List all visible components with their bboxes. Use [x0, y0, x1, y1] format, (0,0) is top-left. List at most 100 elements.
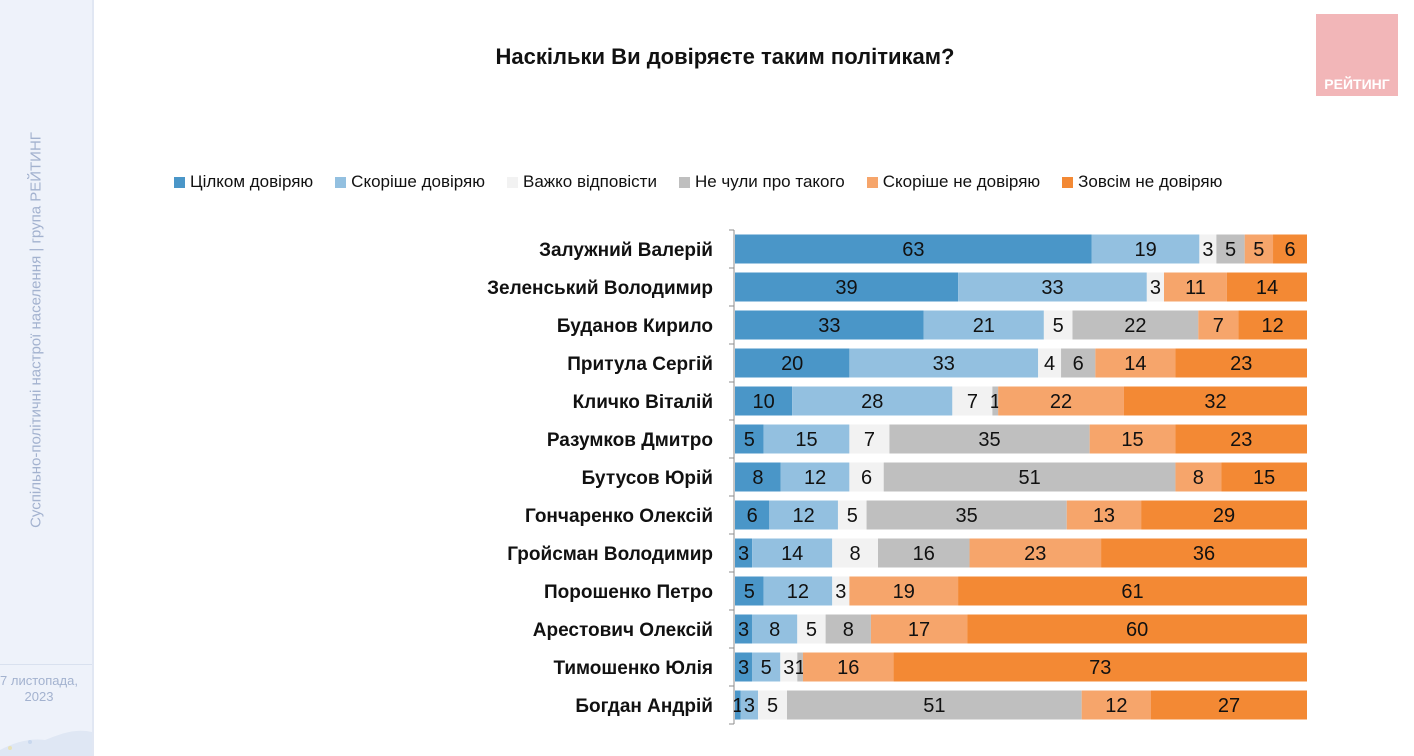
bar-segment	[735, 614, 752, 644]
data-label: 3	[738, 657, 749, 679]
bar-segment	[958, 272, 1147, 302]
bar-segment	[849, 576, 959, 606]
bar-segment	[1238, 310, 1307, 340]
data-label: 51	[923, 695, 945, 717]
data-label: 73	[1089, 657, 1111, 679]
data-label: 5	[761, 657, 772, 679]
bar-segment	[849, 424, 890, 454]
bar-segment	[1151, 690, 1307, 720]
bar-segment	[735, 538, 753, 568]
data-label: 23	[1230, 429, 1252, 451]
data-label: 23	[1230, 353, 1252, 375]
bar-segment	[1061, 348, 1096, 378]
legend-item: Не чули про такого	[678, 172, 845, 192]
data-label: 5	[744, 581, 755, 603]
bar-segment	[735, 462, 781, 492]
data-label: 33	[818, 315, 840, 337]
legend-item: Зовсім не довіряю	[1062, 172, 1222, 192]
data-label: 20	[781, 353, 803, 375]
data-label: 5	[1225, 239, 1236, 261]
bar-segment	[1095, 348, 1176, 378]
data-label: 61	[1121, 581, 1143, 603]
data-label: 19	[1134, 239, 1156, 261]
bar-segment	[1089, 424, 1176, 454]
data-label: 10	[752, 391, 774, 413]
data-label: 12	[804, 467, 826, 489]
category-label: Богдан Андрій	[575, 696, 713, 717]
category-label: Тимошенко Юлія	[553, 658, 713, 679]
sidebar-date-line2: 2023	[24, 689, 54, 704]
data-label: 11	[1185, 277, 1206, 299]
data-label: 4	[1044, 353, 1055, 375]
data-label: 60	[1126, 619, 1148, 641]
bar-segment	[735, 500, 770, 530]
data-label: 19	[893, 581, 915, 603]
bar-segment	[735, 386, 793, 416]
legend-item: Скоріше довіряю	[335, 172, 485, 192]
map-decoration-icon	[0, 730, 92, 756]
data-label: 23	[1024, 543, 1046, 565]
bar-segment	[923, 310, 1044, 340]
bar-segment	[866, 500, 1067, 530]
data-label: 28	[861, 391, 883, 413]
data-label: 6	[1073, 353, 1084, 375]
bar-segment	[735, 310, 924, 340]
bar-segment	[1141, 500, 1307, 530]
data-label: 5	[744, 429, 755, 451]
legend-swatch	[678, 176, 690, 188]
data-label: 8	[752, 467, 763, 489]
sidebar-divider	[0, 664, 92, 665]
data-label: 6	[747, 505, 758, 527]
data-label: 3	[738, 543, 749, 565]
legend-label: Зовсім не довіряю	[1078, 172, 1223, 191]
logo-text: РЕЙТИНГ	[1324, 76, 1390, 92]
bar-segment	[825, 614, 871, 644]
bar-segment	[969, 538, 1102, 568]
bar-segment	[1273, 234, 1307, 264]
data-label: 7	[864, 429, 875, 451]
bar-segment	[992, 386, 999, 416]
sidebar-date: 7 листопада, 2023	[0, 673, 92, 705]
category-label: Зеленський Володимир	[487, 278, 713, 299]
legend-swatch	[866, 176, 878, 188]
bar-segment	[832, 576, 850, 606]
bar-segment	[1081, 690, 1151, 720]
data-label: 27	[1218, 695, 1240, 717]
data-label: 12	[793, 505, 815, 527]
bar-segment	[735, 234, 1092, 264]
bar-segment	[735, 348, 850, 378]
bar-segment	[763, 576, 833, 606]
data-label: 22	[1050, 391, 1072, 413]
bar-segment	[751, 652, 781, 682]
category-label: Гончаренко Олексій	[525, 506, 713, 527]
legend-label: Не чули про такого	[694, 172, 845, 191]
data-label: 6	[861, 467, 872, 489]
bar-segment	[832, 538, 878, 568]
data-label: 1	[795, 657, 806, 679]
data-label: 17	[908, 619, 930, 641]
data-label: 29	[1213, 505, 1235, 527]
data-label: 13	[1093, 505, 1115, 527]
data-label: 32	[1204, 391, 1226, 413]
data-label: 15	[1121, 429, 1143, 451]
bar-segment	[878, 538, 970, 568]
bar-segment	[802, 652, 894, 682]
data-label: 35	[956, 505, 978, 527]
bar-segment	[1072, 310, 1199, 340]
legend-label: Важко відповісти	[522, 172, 657, 191]
data-label: 7	[1213, 315, 1224, 337]
bar-segment	[893, 652, 1307, 682]
bar-segment	[1216, 234, 1245, 264]
category-label: Кличко Віталій	[573, 392, 713, 413]
bar-segment	[1038, 348, 1062, 378]
legend-item: Цілком довіряю	[174, 172, 313, 192]
data-label: 14	[1256, 277, 1278, 299]
legend-swatch	[506, 176, 518, 188]
data-label: 7	[967, 391, 978, 413]
data-label: 33	[1041, 277, 1063, 299]
bar-segment	[735, 576, 764, 606]
legend-item: Важко відповісти	[506, 172, 657, 192]
sidebar: Суспільно-політичні настрої населення | …	[0, 0, 94, 756]
bar-segment	[1221, 462, 1307, 492]
